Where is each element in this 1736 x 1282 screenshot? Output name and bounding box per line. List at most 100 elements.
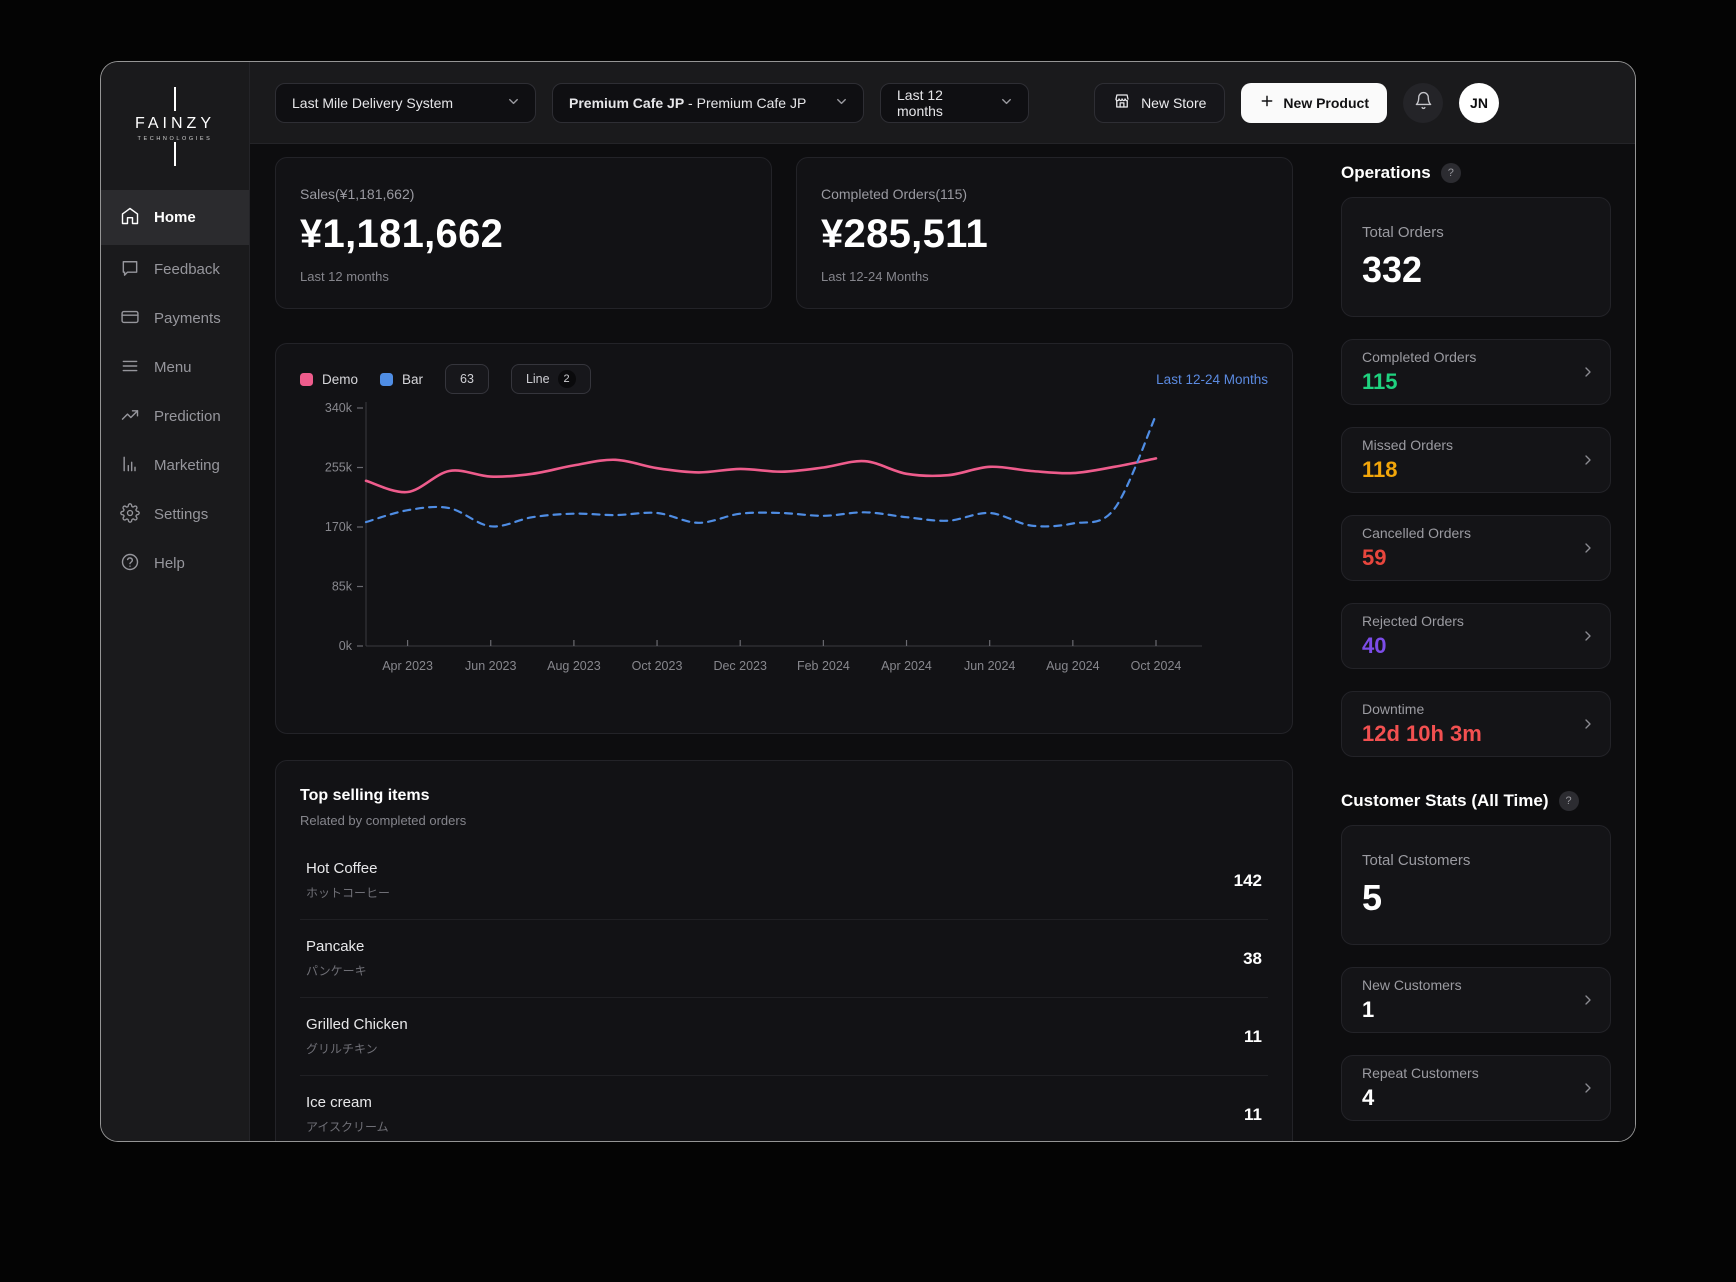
stat-label: Cancelled Orders — [1362, 525, 1471, 541]
item-count: 11 — [1244, 1104, 1262, 1124]
help-badge-icon[interactable]: ? — [1440, 163, 1461, 183]
date-range-select[interactable]: Last 12 months — [880, 82, 1029, 123]
stat-label: Repeat Customers — [1362, 1065, 1479, 1081]
sidebar-item-settings[interactable]: Settings — [101, 490, 249, 539]
chevron-right-icon — [1580, 452, 1596, 468]
stat-value: 4 — [1362, 1085, 1375, 1110]
chevron-right-icon — [1580, 364, 1596, 380]
brand-subtitle: TECHNOLOGIES — [137, 135, 213, 142]
svg-text:255k: 255k — [325, 461, 353, 475]
legend-label-demo: Demo — [322, 371, 359, 387]
svg-text:Dec 2023: Dec 2023 — [713, 659, 767, 673]
svg-text:85k: 85k — [332, 580, 353, 594]
gear-icon — [120, 502, 140, 527]
sidebar-item-label: Payments — [154, 310, 221, 327]
sales-card-value: ¥1,181,662 — [300, 212, 504, 256]
customer-stats-title-text: Customer Stats (All Time) — [1341, 791, 1549, 810]
total-customers-card: Total Customers 5 — [1341, 825, 1611, 945]
line-count-badge: 2 — [557, 370, 576, 388]
chart-count-label: 63 — [460, 372, 474, 386]
rejected-orders-card[interactable]: Rejected Orders 40 — [1341, 603, 1611, 669]
cancelled-orders-card[interactable]: Cancelled Orders 59 — [1341, 515, 1611, 581]
user-avatar[interactable]: JN — [1459, 82, 1499, 123]
chart-line-toggle-button[interactable]: Line 2 — [510, 364, 591, 394]
stat-label: Missed Orders — [1362, 437, 1454, 453]
legend-item-bar: Bar — [380, 372, 423, 387]
stat-value: 5 — [1362, 876, 1383, 918]
chevron-down-icon — [999, 94, 1014, 112]
svg-text:Aug 2024: Aug 2024 — [1046, 659, 1100, 673]
item-name: Hot Coffee — [306, 860, 378, 877]
sidebar-item-prediction[interactable]: Prediction — [101, 392, 249, 441]
top-selling-card: Top selling items Related by completed o… — [275, 760, 1293, 1141]
sidebar-item-label: Marketing — [154, 457, 220, 474]
bar-swatch — [380, 372, 394, 386]
store-select[interactable]: Premium Cafe JP - Premium Cafe JP — [552, 82, 864, 123]
item-count: 142 — [1233, 870, 1262, 890]
brand-name: FAINZY — [134, 114, 215, 132]
item-name: Pancake — [306, 938, 365, 955]
total-orders-card: Total Orders 332 — [1341, 197, 1611, 317]
sidebar-item-label: Prediction — [154, 408, 221, 425]
chart-count-button[interactable]: 63 — [445, 364, 489, 394]
operations-title-text: Operations — [1341, 163, 1431, 182]
help-badge-icon[interactable]: ? — [1558, 791, 1579, 811]
stat-label: Total Customers — [1362, 851, 1471, 869]
item-count: 38 — [1243, 948, 1262, 968]
right-rail: Operations ? Total Orders 332 Completed … — [1341, 157, 1611, 1141]
list-item: Ice cream アイスクリーム 11 — [300, 1075, 1268, 1141]
sidebar-item-marketing[interactable]: Marketing — [101, 441, 249, 490]
demo-swatch — [300, 372, 313, 386]
sidebar-item-label: Feedback — [154, 261, 220, 278]
stat-value: 12d 10h 3m — [1362, 721, 1482, 746]
help-icon — [120, 552, 140, 576]
item-name: Grilled Chicken — [306, 1016, 408, 1033]
orders-chart: 0k 85k 170k 255k 340k Apr 2023 Jun 2023 Aug 202… — [325, 401, 1202, 673]
dashboard-content: Sales(¥1,181,662) ¥1,181,662 Last 12 mon… — [250, 144, 1635, 1141]
svg-text:Jun 2024: Jun 2024 — [964, 659, 1015, 673]
new-customers-card[interactable]: New Customers 1 — [1341, 967, 1611, 1033]
main-area: Last Mile Delivery System Premium Cafe J… — [250, 62, 1635, 1141]
chevron-right-icon — [1580, 992, 1596, 1008]
logo-line-bottom — [174, 141, 176, 166]
sidebar-item-home[interactable]: Home — [101, 190, 249, 245]
item-name-jp: アイスクリーム — [306, 1120, 389, 1134]
stat-label: Rejected Orders — [1362, 613, 1464, 629]
svg-text:Apr 2023: Apr 2023 — [382, 659, 433, 673]
chevron-right-icon — [1580, 1080, 1596, 1096]
top-selling-list: Hot Coffee ホットコーヒー 142 Pancake パンケーキ 38 — [300, 842, 1268, 1141]
chevron-right-icon — [1580, 540, 1596, 556]
stat-label: Completed Orders — [1362, 349, 1477, 365]
list-item: Hot Coffee ホットコーヒー 142 — [300, 842, 1268, 919]
topbar: Last Mile Delivery System Premium Cafe J… — [250, 62, 1635, 144]
new-product-label: New Product — [1283, 94, 1369, 111]
new-product-button[interactable]: New Product — [1241, 82, 1387, 123]
missed-orders-card[interactable]: Missed Orders 118 — [1341, 427, 1611, 493]
sidebar-item-menu[interactable]: Menu — [101, 343, 249, 392]
new-store-button[interactable]: New Store — [1094, 82, 1226, 123]
stat-value: 332 — [1362, 248, 1423, 290]
list-item: Grilled Chicken グリルチキン 11 — [300, 997, 1268, 1075]
customer-stats-section-title: Customer Stats (All Time) ? — [1341, 791, 1611, 811]
orders-chart-card: Demo Bar 63 Line 2 Last 12 — [275, 343, 1293, 734]
logo-line-top — [174, 86, 176, 111]
chart-period-link[interactable]: Last 12-24 Months — [1156, 371, 1268, 387]
sidebar-item-help[interactable]: Help — [101, 539, 249, 588]
date-range-value: Last 12 months — [897, 86, 943, 119]
legend-label-bar: Bar — [402, 371, 424, 387]
repeat-customers-card[interactable]: Repeat Customers 4 — [1341, 1055, 1611, 1121]
system-select[interactable]: Last Mile Delivery System — [275, 82, 536, 123]
new-store-label: New Store — [1141, 94, 1207, 111]
sales-card-label: Sales(¥1,181,662) — [300, 186, 415, 202]
sidebar-item-payments[interactable]: Payments — [101, 294, 249, 343]
stat-value: 118 — [1362, 457, 1398, 482]
credit-card-icon — [120, 307, 140, 331]
sidebar-item-feedback[interactable]: Feedback — [101, 245, 249, 294]
brand-logo: FAINZY TECHNOLOGIES — [101, 62, 249, 176]
item-name-jp: グリルチキン — [306, 1042, 378, 1056]
notifications-button[interactable] — [1403, 82, 1443, 123]
svg-text:0k: 0k — [339, 639, 353, 653]
downtime-card[interactable]: Downtime 12d 10h 3m — [1341, 691, 1611, 757]
chart-header: Demo Bar 63 Line 2 Last 12 — [300, 364, 1268, 394]
completed-orders-card[interactable]: Completed Orders 115 — [1341, 339, 1611, 405]
